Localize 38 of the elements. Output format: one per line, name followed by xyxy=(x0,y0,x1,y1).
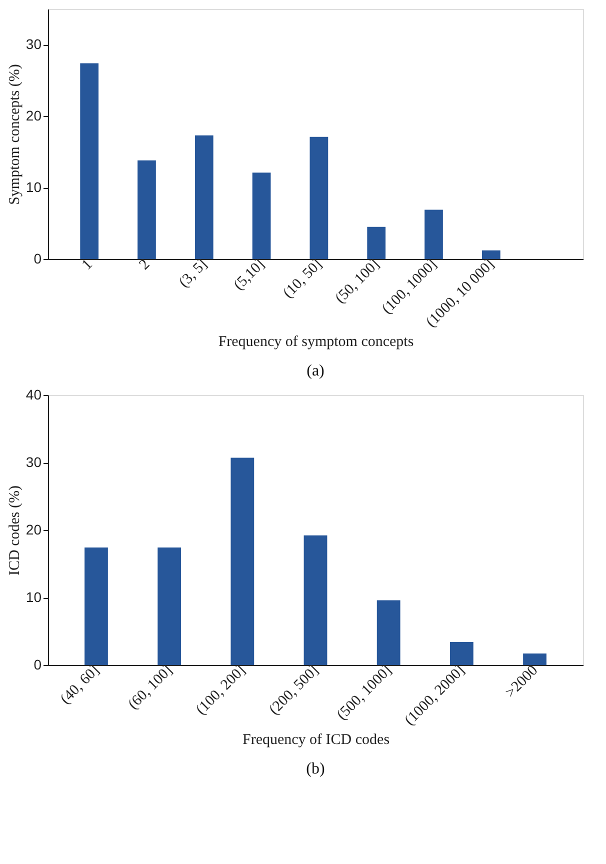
bar xyxy=(367,226,386,259)
bar xyxy=(158,548,182,665)
y-tick-label: 20 xyxy=(26,108,42,124)
bar xyxy=(304,535,328,665)
bar xyxy=(194,135,214,259)
y-tick-label: 0 xyxy=(34,250,42,266)
y-tick-label: 30 xyxy=(26,36,42,52)
y-tick-label: 30 xyxy=(26,454,42,470)
y-tick-label: 20 xyxy=(26,522,42,538)
bar xyxy=(450,642,474,665)
text: (b) xyxy=(306,760,325,778)
bar xyxy=(424,210,443,259)
y-axis-title: Symptom concepts (%) xyxy=(6,64,23,205)
y-tick-label: 40 xyxy=(26,386,42,402)
x-tick-label: (10, 50] xyxy=(280,256,326,302)
bar xyxy=(230,458,254,665)
bar xyxy=(482,250,500,259)
text: (a) xyxy=(306,362,324,380)
y-axis-title: ICD codes (%) xyxy=(6,486,23,576)
x-tick-label: (60, 100] xyxy=(125,662,176,713)
x-axis-title: Frequency of ICD codes xyxy=(242,732,390,748)
y-tick-label: 10 xyxy=(26,179,42,196)
x-tick-label: (200, 500] xyxy=(266,662,322,718)
bar xyxy=(252,172,271,259)
x-tick-label: (50, 100] xyxy=(332,256,383,307)
bar xyxy=(376,600,400,665)
y-tick-label: 10 xyxy=(26,589,42,605)
x-tick-label: (40, 60] xyxy=(58,662,103,708)
bar xyxy=(523,654,546,665)
bar xyxy=(84,548,108,665)
y-tick-label: 0 xyxy=(34,656,42,672)
bar xyxy=(80,63,99,259)
x-tick-label: 2 xyxy=(136,256,154,274)
bar xyxy=(310,136,328,259)
x-tick-label: (100, 200] xyxy=(193,662,249,718)
x-tick-label: 1 xyxy=(79,256,96,274)
bar xyxy=(138,160,156,259)
x-axis-title: Frequency of symptom concepts xyxy=(218,334,414,350)
